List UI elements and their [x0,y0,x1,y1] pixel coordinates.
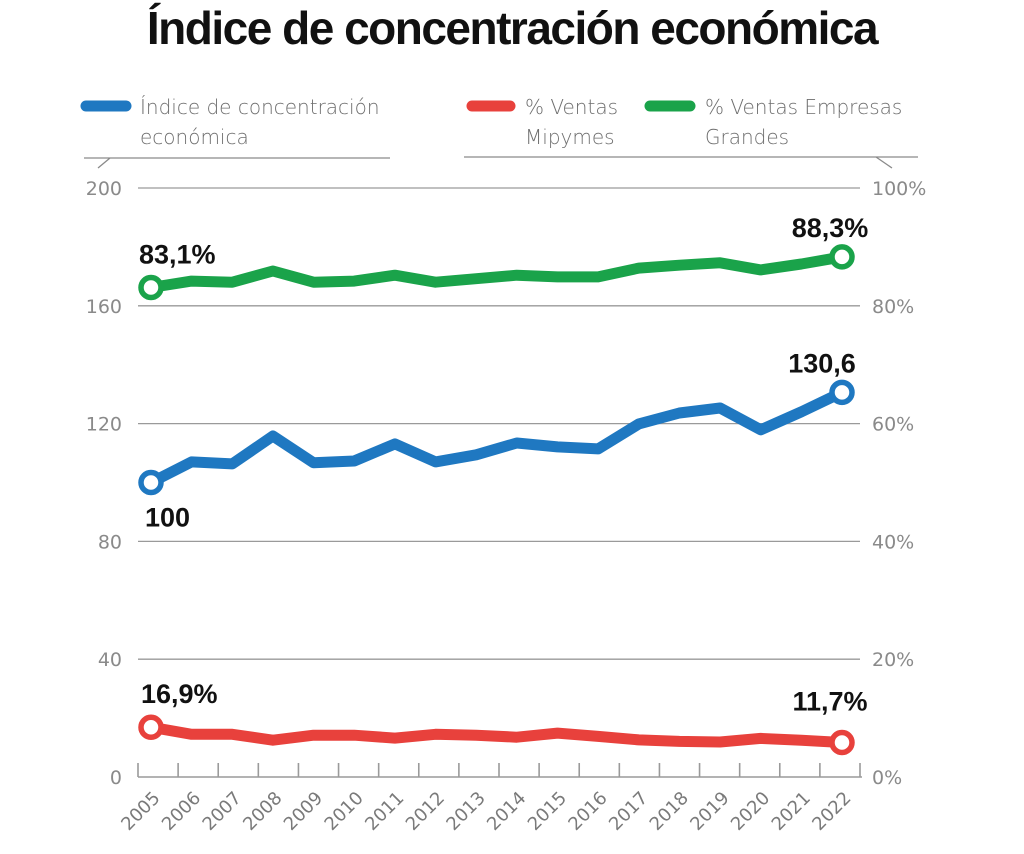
data-labels: 100 130,6 16,9% 11,7% 83,1% 88,3% [139,213,868,717]
data-label-first: 16,9% [141,679,218,709]
endpoint-marker [138,469,164,496]
y-left-tick-label: 40 [98,649,122,671]
x-tick-label: 2007 [199,788,246,835]
legend-label-line1: % Ventas Empresas [705,95,902,119]
x-tick-label: 2006 [158,788,205,835]
chart-title: Índice de concentración económica [147,2,879,54]
y-right-tick-label: 100% [872,178,926,200]
y-right-tick-label: 40% [872,531,914,553]
x-tick-label: 2010 [321,788,368,835]
data-label-last: 130,6 [788,348,856,378]
endpoint-marker [138,714,164,740]
y-right-tick-label: 20% [872,649,914,671]
y-left-tick-label: 160 [86,296,122,318]
y-left-tick-label: 200 [86,178,122,200]
legend-label-line1: Índice de concentración [140,95,380,119]
series-line-0 [145,386,848,488]
series-line-1 [145,721,848,748]
endpoint-marker [829,379,855,406]
data-label-last: 88,3% [792,213,869,243]
x-tick-label: 2022 [808,788,855,835]
data-label-first: 100 [145,503,190,533]
x-tick-label: 2020 [727,788,774,835]
x-tick-label: 2018 [646,788,693,835]
right-axis-bracket [464,156,918,169]
y-right-tick-label: 0% [872,767,902,789]
endpoint-marker [138,274,164,301]
y-right-tick-label: 60% [872,414,914,436]
data-label-first: 83,1% [139,240,216,270]
y-left-tick-label: 80 [98,531,122,553]
x-tick-label: 2021 [768,788,815,835]
x-tick-label: 2005 [117,788,164,835]
endpoint-marker [829,729,855,756]
series-line-2 [145,251,848,293]
legend-label-line2: económica [140,125,249,149]
x-tick-label: 2012 [402,788,449,835]
x-tick-label: 2011 [361,788,408,835]
legend-item-mipymes: % Ventas Mipymes [466,95,618,149]
y-left-tick-label: 120 [86,414,122,436]
y-right-tick-label: 80% [872,296,914,318]
legend-item-grandes: % Ventas Empresas Grandes [644,95,902,149]
legend-item-indice: Índice de concentración económica [80,95,380,149]
x-tick-label: 2013 [442,788,489,835]
series [138,244,855,756]
x-tick-label: 2008 [239,788,286,835]
x-tick-label: 2017 [605,788,652,835]
left-axis-bracket [84,157,390,169]
legend-label-line2: Mipymes [525,125,615,149]
x-tick-label: 2016 [564,788,611,835]
x-tick-label: 2014 [483,788,530,835]
legend-label-line2: Grandes [705,125,789,149]
x-tick-label: 2015 [524,788,571,835]
legend-label-line1: % Ventas [525,95,618,119]
x-tick-label: 2019 [686,788,733,835]
legend: Índice de concentración económica % Vent… [80,95,918,169]
y-left-tick-label: 0 [110,767,122,789]
data-label-last: 11,7% [792,687,867,717]
endpoint-marker [829,244,855,270]
x-tick-label: 2009 [280,788,327,835]
